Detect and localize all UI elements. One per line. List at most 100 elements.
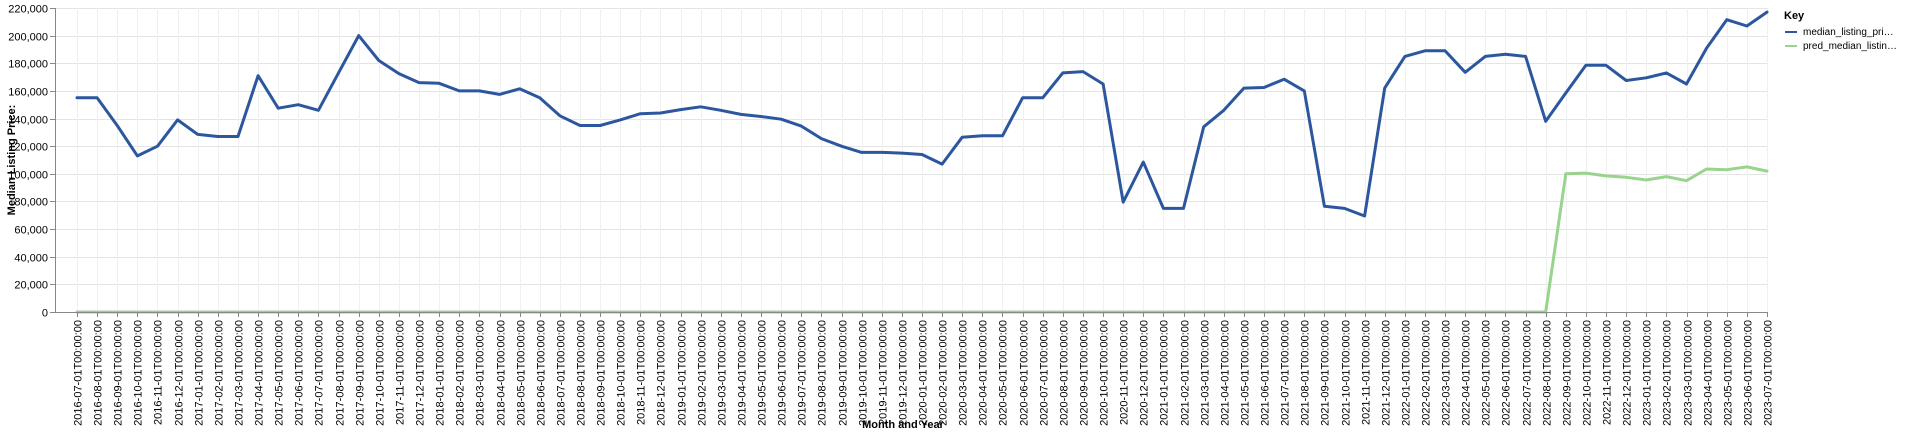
x-tick-label: 2020-08-01T00:00:00 (1059, 320, 1071, 426)
x-tick-label: 2021-09-01T00:00:00 (1320, 320, 1332, 426)
y-tick-label: 80,000 (14, 197, 48, 209)
legend-label-pred: pred_median_listin… (1803, 41, 1897, 52)
x-tick-label: 2023-05-01T00:00:00 (1723, 320, 1735, 426)
x-tick-label: 2021-04-01T00:00:00 (1220, 320, 1232, 426)
x-axis-title: Month and Year (862, 419, 944, 431)
y-tick-label: 60,000 (14, 225, 48, 237)
x-tick-label: 2021-10-01T00:00:00 (1341, 320, 1353, 426)
x-tick-label: 2021-02-01T00:00:00 (1180, 320, 1192, 426)
legend: Key median_listing_pri… pred_median_list… (1784, 10, 1897, 52)
x-tick-label: 2017-12-01T00:00:00 (415, 320, 427, 426)
x-tick-label: 2020-03-01T00:00:00 (958, 320, 970, 426)
x-tick-label: 2019-11-01T00:00:00 (878, 320, 890, 425)
x-tick-label: 2022-04-01T00:00:00 (1461, 320, 1473, 426)
x-tick-label: 2022-05-01T00:00:00 (1481, 320, 1493, 426)
x-tick-label: 2018-02-01T00:00:00 (455, 320, 467, 426)
legend-label-median: median_listing_pri… (1803, 27, 1894, 38)
x-tick-label: 2021-07-01T00:00:00 (1280, 320, 1292, 426)
x-tick-label: 2020-05-01T00:00:00 (998, 320, 1010, 426)
x-tick-label: 2017-09-01T00:00:00 (355, 320, 367, 426)
x-tick-label: 2020-12-01T00:00:00 (1139, 320, 1151, 426)
x-tick-label: 2023-01-01T00:00:00 (1642, 320, 1654, 426)
x-tick-label: 2023-03-01T00:00:00 (1683, 320, 1695, 426)
x-tick-label: 2022-03-01T00:00:00 (1441, 320, 1453, 426)
x-tick-label: 2017-11-01T00:00:00 (395, 320, 407, 425)
y-tick-label: 220,000 (8, 4, 48, 16)
x-tick-label: 2016-10-01T00:00:00 (133, 320, 145, 426)
x-tick-label: 2019-10-01T00:00:00 (858, 320, 870, 426)
x-tick-label: 2018-03-01T00:00:00 (475, 320, 487, 426)
x-tick-label: 2017-08-01T00:00:00 (335, 320, 347, 426)
x-axis-ticks: 2016-07-01T00:00:00 2016-08-01T00:00:00 20… (73, 312, 1775, 426)
x-tick-label: 2016-09-01T00:00:00 (113, 320, 125, 426)
y-tick-label: 0 (42, 308, 48, 320)
x-tick-label: 2019-07-01T00:00:00 (797, 320, 809, 426)
x-tick-label: 2019-03-01T00:00:00 (717, 320, 729, 426)
x-tick-label: 2017-03-01T00:00:00 (234, 320, 246, 426)
x-tick-label: 2021-01-01T00:00:00 (1159, 320, 1171, 426)
x-tick-label: 2021-06-01T00:00:00 (1260, 320, 1272, 426)
y-tick-label: 120,000 (8, 142, 48, 154)
x-tick-label: 2022-11-01T00:00:00 (1602, 320, 1614, 425)
x-tick-label: 2017-06-01T00:00:00 (294, 320, 306, 426)
x-tick-label: 2023-07-01T00:00:00 (1763, 320, 1775, 426)
gridlines (55, 8, 1768, 313)
x-tick-label: 2021-05-01T00:00:00 (1240, 320, 1252, 426)
x-tick-label: 2020-04-01T00:00:00 (978, 320, 990, 426)
x-tick-label: 2017-07-01T00:00:00 (314, 320, 326, 426)
x-tick-label: 2021-08-01T00:00:00 (1300, 320, 1312, 426)
x-tick-label: 2020-06-01T00:00:00 (1019, 320, 1031, 426)
x-tick-label: 2018-09-01T00:00:00 (596, 320, 608, 426)
x-tick-label: 2017-05-01T00:00:00 (274, 320, 286, 426)
y-tick-label: 180,000 (8, 59, 48, 71)
y-axis-title: Median Listing Price: (6, 105, 18, 216)
x-tick-label: 2019-08-01T00:00:00 (817, 320, 829, 426)
x-tick-label: 2018-12-01T00:00:00 (656, 320, 668, 426)
x-tick-label: 2017-01-01T00:00:00 (194, 320, 206, 426)
y-tick-label: 200,000 (8, 32, 48, 44)
x-tick-label: 2022-07-01T00:00:00 (1522, 320, 1534, 426)
x-tick-label: 2018-04-01T00:00:00 (496, 320, 508, 426)
x-tick-label: 2021-12-01T00:00:00 (1381, 320, 1393, 426)
x-tick-label: 2022-12-01T00:00:00 (1622, 320, 1634, 426)
x-tick-label: 2020-02-01T00:00:00 (938, 320, 950, 426)
y-tick-label: 160,000 (8, 87, 48, 99)
x-tick-label: 2018-01-01T00:00:00 (435, 320, 447, 426)
x-tick-label: 2017-10-01T00:00:00 (375, 320, 387, 426)
x-tick-label: 2021-11-01T00:00:00 (1361, 320, 1373, 425)
series-line-median-listing-price (75, 10, 1769, 218)
x-tick-label: 2020-07-01T00:00:00 (1039, 320, 1051, 426)
x-tick-label: 2016-07-01T00:00:00 (73, 320, 85, 426)
y-axis-ticks: 0 20,000 40,000 60,000 80,000 100,000 120,000 1… (8, 4, 55, 320)
x-tick-label: 2017-04-01T00:00:00 (254, 320, 266, 426)
x-tick-label: 2016-11-01T00:00:00 (153, 320, 165, 425)
x-tick-label: 2018-05-01T00:00:00 (516, 320, 528, 426)
y-tick-label: 20,000 (14, 280, 48, 292)
x-tick-label: 2019-05-01T00:00:00 (757, 320, 769, 426)
x-tick-label: 2020-01-01T00:00:00 (918, 320, 930, 426)
x-tick-label: 2021-03-01T00:00:00 (1200, 320, 1212, 426)
x-tick-label: 2022-06-01T00:00:00 (1501, 320, 1513, 426)
x-tick-label: 2022-01-01T00:00:00 (1401, 320, 1413, 426)
x-tick-label: 2022-08-01T00:00:00 (1542, 320, 1554, 426)
y-tick-label: 140,000 (8, 115, 48, 127)
x-tick-label: 2018-08-01T00:00:00 (576, 320, 588, 426)
x-tick-label: 2017-02-01T00:00:00 (214, 320, 226, 426)
x-tick-label: 2019-01-01T00:00:00 (677, 320, 689, 426)
x-tick-label: 2019-02-01T00:00:00 (697, 320, 709, 426)
x-tick-label: 2019-06-01T00:00:00 (777, 320, 789, 426)
x-tick-label: 2022-02-01T00:00:00 (1421, 320, 1433, 426)
x-tick-label: 2019-09-01T00:00:00 (838, 320, 850, 426)
x-tick-label: 2018-07-01T00:00:00 (556, 320, 568, 426)
x-tick-label: 2018-10-01T00:00:00 (616, 320, 628, 426)
legend-title: Key (1784, 10, 1805, 22)
x-tick-label: 2019-12-01T00:00:00 (898, 320, 910, 426)
x-tick-label: 2018-06-01T00:00:00 (536, 320, 548, 426)
x-tick-label: 2016-12-01T00:00:00 (174, 320, 186, 426)
axes (55, 8, 1767, 313)
x-tick-label: 2022-09-01T00:00:00 (1562, 320, 1574, 426)
x-tick-label: 2020-10-01T00:00:00 (1099, 320, 1111, 426)
x-tick-label: 2023-06-01T00:00:00 (1743, 320, 1755, 426)
x-tick-label: 2020-09-01T00:00:00 (1079, 320, 1091, 426)
